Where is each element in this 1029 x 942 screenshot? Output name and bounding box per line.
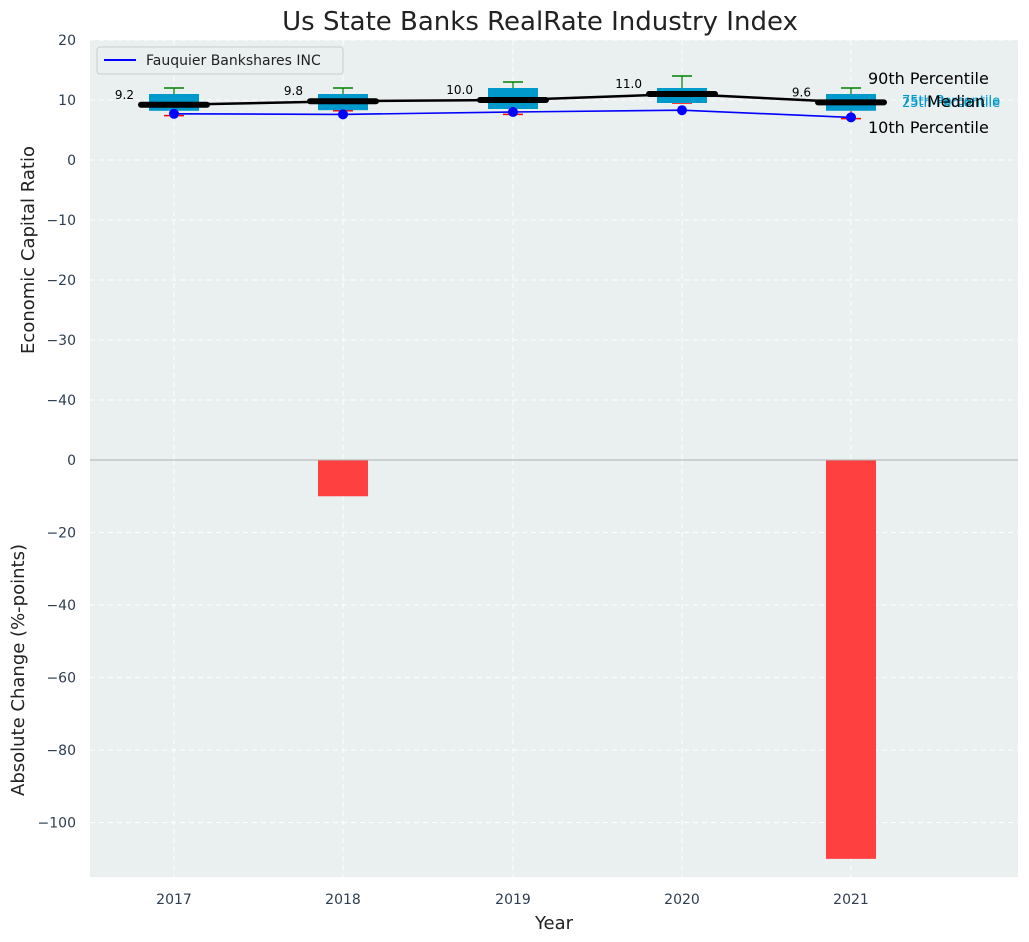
change-bar [826, 460, 876, 859]
legend-label-company: Fauquier Bankshares INC [146, 53, 321, 69]
legend: Fauquier Bankshares INC [96, 46, 344, 75]
bottom-y-tick-label: −40 [46, 598, 76, 614]
bottom-panel-background [90, 460, 1018, 877]
top-y-axis-title: Economic Capital Ratio [18, 146, 39, 354]
bottom-y-tick-label: 0 [67, 453, 76, 469]
median-value-label: 10.0 [446, 83, 473, 97]
top-y-ticks: 20 10 0 −10 −20 −30 −40 [46, 33, 76, 409]
q3-annotation: 75th Percentile [902, 94, 1000, 109]
x-tick-label: 2019 [495, 892, 531, 908]
p10-annotation: 10th Percentile [868, 118, 989, 137]
chart-title: Us State Banks RealRate Industry Index [282, 7, 798, 37]
median-value-label: 9.8 [284, 84, 303, 98]
bottom-y-tick-label: −100 [38, 816, 76, 832]
p90-annotation: 90th Percentile [868, 69, 989, 88]
legend-box [96, 46, 344, 75]
company-point [846, 112, 856, 123]
median-value-label: 11.0 [615, 77, 642, 91]
top-grid [90, 39, 1018, 460]
x-tick-label: 2020 [664, 892, 700, 908]
top-y-tick-label: −40 [46, 393, 76, 409]
top-y-tick-label: 10 [58, 93, 76, 109]
q1-annotation: 25th Percentile [902, 96, 1000, 111]
industry-boxes [138, 75, 887, 120]
top-y-tick-label: −30 [46, 333, 76, 349]
median-annotation: Median [927, 92, 985, 111]
x-tick-label: 2017 [156, 892, 192, 908]
company-series [169, 105, 856, 123]
top-y-tick-label: 0 [67, 153, 76, 169]
percentile-annotations: 90th Percentile 75th Percentile 25th Per… [868, 69, 1000, 137]
bottom-y-tick-label: −20 [46, 526, 76, 542]
company-point [169, 108, 179, 119]
median-value-label: 9.6 [792, 85, 811, 99]
top-y-tick-label: −20 [46, 273, 76, 289]
change-bar [318, 460, 368, 497]
x-tick-label: 2021 [833, 892, 869, 908]
bottom-y-tick-label: −80 [46, 743, 76, 759]
median-line [173, 92, 852, 107]
bottom-panel: 0 −20 −40 −60 −80 −100 Absolute Change (%-poi… [8, 453, 1018, 877]
top-y-tick-label: −10 [46, 213, 76, 229]
change-bars [318, 460, 876, 859]
x-tick-label: 2018 [325, 892, 361, 908]
median-labels: 9.2 9.8 10.0 11.0 9.6 [115, 77, 811, 102]
company-point [338, 109, 348, 120]
top-y-tick-label: 20 [58, 33, 76, 49]
bottom-y-tick-label: −60 [46, 671, 76, 687]
x-ticks: 2017 2018 2019 2020 2021 [156, 892, 869, 908]
bottom-y-ticks: 0 −20 −40 −60 −80 −100 [38, 453, 76, 832]
top-panel: 20 10 0 −10 −20 −30 −40 9.2 9.8 10.0 11.0 9.6 90th… [18, 33, 1018, 460]
company-point [677, 105, 687, 116]
x-axis-title: Year [534, 913, 574, 934]
bottom-y-axis-title: Absolute Change (%-points) [8, 544, 29, 796]
company-point [508, 107, 518, 117]
median-value-label: 9.2 [115, 88, 134, 102]
